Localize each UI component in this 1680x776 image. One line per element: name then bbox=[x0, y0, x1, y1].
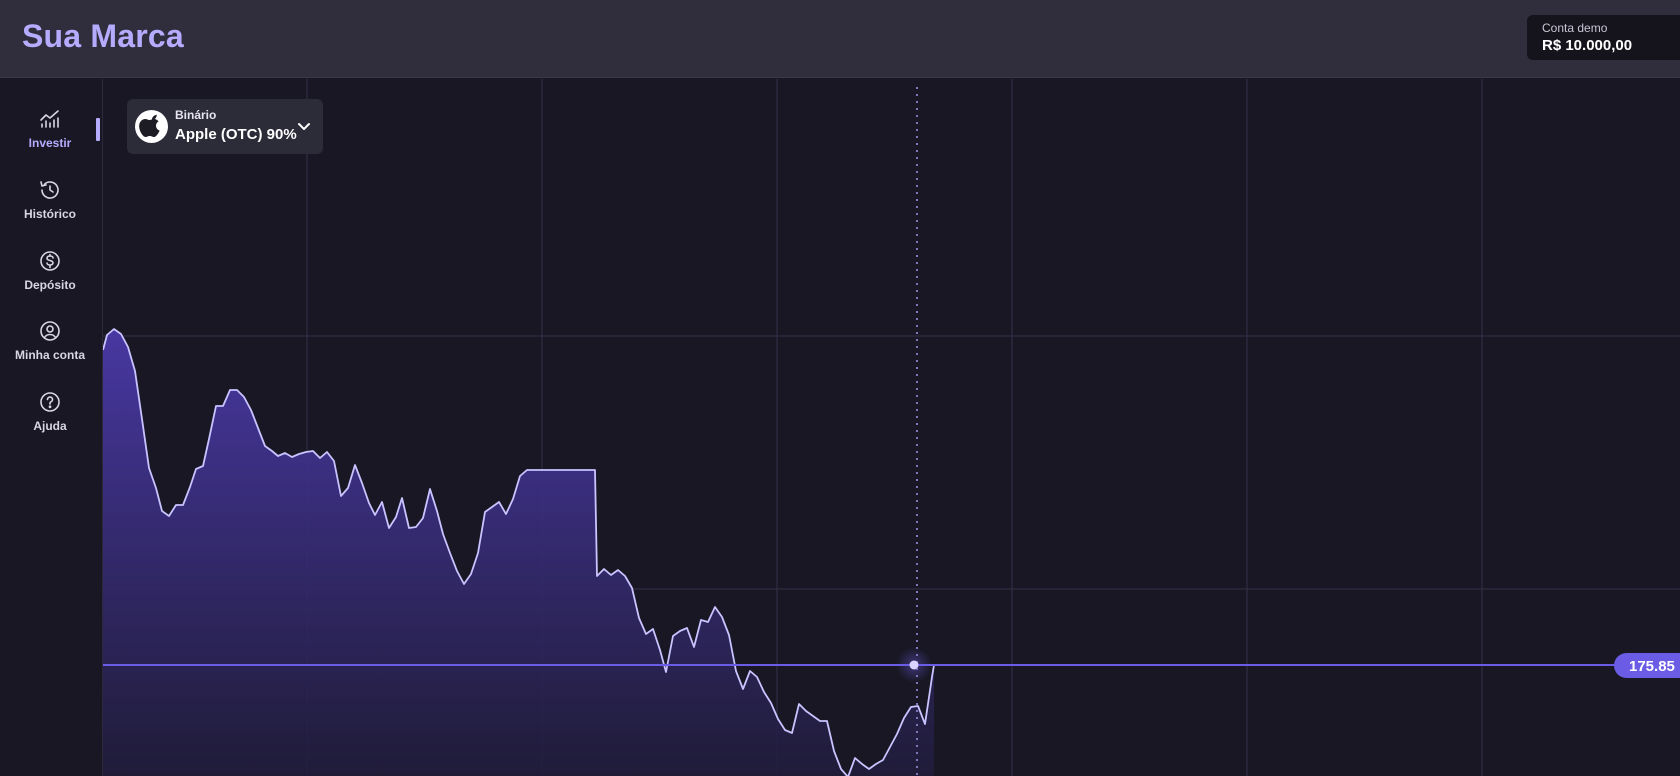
sidebar-item-label: Minha conta bbox=[14, 348, 85, 362]
sidebar-item-minha-conta[interactable]: Minha conta bbox=[0, 319, 100, 379]
asset-selector[interactable]: Binário Apple (OTC) 90% bbox=[127, 99, 323, 154]
current-price-dot bbox=[909, 660, 919, 670]
sidebar-item-investir[interactable]: Investir bbox=[0, 107, 100, 167]
chevron-down-icon bbox=[298, 123, 310, 130]
sidebar: Investir Histórico Depósito Minha conta bbox=[0, 79, 101, 776]
apple-logo-icon bbox=[135, 110, 168, 143]
history-icon bbox=[40, 181, 59, 199]
sidebar-item-ajuda[interactable]: Ajuda bbox=[0, 390, 100, 450]
account-balance-box[interactable]: Conta demo R$ 10.000,00 bbox=[1527, 15, 1680, 60]
current-price-badge: 175.85 bbox=[1614, 653, 1680, 678]
price-chart[interactable] bbox=[102, 79, 1680, 776]
dollar-circle-icon bbox=[40, 251, 60, 271]
chart-line-icon bbox=[40, 110, 59, 128]
price-line bbox=[103, 328, 935, 776]
chart-grid bbox=[103, 79, 1680, 776]
asset-name-label: Apple (OTC) 90% bbox=[175, 126, 297, 143]
top-header: Sua Marca Conta demo R$ 10.000,00 bbox=[0, 0, 1680, 78]
sidebar-item-label: Ajuda bbox=[33, 419, 67, 433]
sidebar-item-label: Investir bbox=[28, 136, 72, 150]
sidebar-item-label: Histórico bbox=[23, 207, 76, 221]
price-chart-canvas[interactable] bbox=[103, 79, 1680, 776]
sidebar-item-deposito[interactable]: Depósito bbox=[0, 249, 100, 309]
help-circle-icon bbox=[40, 392, 60, 412]
sidebar-item-label: Depósito bbox=[24, 278, 76, 292]
sidebar-item-historico[interactable]: Histórico bbox=[0, 178, 100, 238]
brand-logo[interactable]: Sua Marca bbox=[22, 18, 184, 54]
user-circle-icon bbox=[40, 321, 60, 341]
asset-type-label: Binário bbox=[175, 108, 217, 122]
account-balance-value: R$ 10.000,00 bbox=[1542, 37, 1633, 54]
active-nav-indicator bbox=[96, 118, 100, 141]
account-type-label: Conta demo bbox=[1542, 21, 1608, 35]
